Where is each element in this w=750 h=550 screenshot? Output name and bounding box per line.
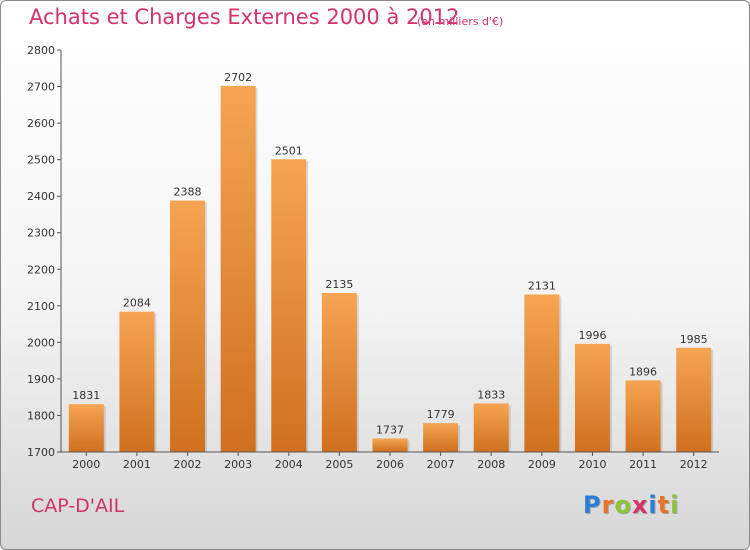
bar [119,311,155,452]
x-tick-label: 2003 [224,458,252,471]
logo-letter: i [670,491,680,519]
bar-value-label: 2131 [528,279,556,292]
y-tick-label: 2800 [27,44,55,57]
bar-value-label: 2702 [224,71,252,84]
proxiti-logo[interactable]: Proxiti [583,491,679,519]
bar-value-label: 2135 [325,278,353,291]
y-tick-label: 2300 [27,227,55,240]
x-tick-label: 2011 [629,458,657,471]
bar-value-label: 1985 [680,333,708,346]
y-tick-label: 2500 [27,154,55,167]
bar-value-label: 1779 [427,408,455,421]
y-tick-label: 2100 [27,300,55,313]
x-tick-label: 2001 [123,458,151,471]
y-tick-label: 2000 [27,336,55,349]
bar [524,294,560,452]
bar [372,438,408,452]
logo-letter: P [583,491,602,519]
bar [271,159,307,452]
bar-value-label: 1833 [477,388,505,401]
x-tick-label: 2008 [477,458,505,471]
x-tick-label: 2007 [427,458,455,471]
unit-note: (en milliers d'€) [417,15,504,28]
x-tick-label: 2002 [174,458,202,471]
x-tick-label: 2005 [325,458,353,471]
y-tick-label: 1800 [27,409,55,422]
bar [68,404,104,452]
bar [625,380,661,452]
bar [170,200,206,452]
x-tick-label: 2006 [376,458,404,471]
bar [220,85,256,452]
y-tick-label: 2400 [27,190,55,203]
bar-value-label: 1831 [72,389,100,402]
logo-letter: t [657,491,671,519]
logo-letter: o [614,491,632,519]
x-tick-label: 2010 [578,458,606,471]
x-tick-label: 2004 [275,458,303,471]
y-tick-label: 1900 [27,373,55,386]
bar [574,343,610,452]
y-tick-label: 2600 [27,117,55,130]
bar-value-label: 1737 [376,423,404,436]
bar-value-label: 1996 [578,329,606,342]
y-tick-label: 1700 [27,446,55,459]
bar-value-label: 2388 [174,186,202,199]
bar-value-label: 2501 [275,144,303,157]
logo-letter: r [601,491,615,519]
logo-letter: i [648,491,658,519]
x-tick-label: 2012 [680,458,708,471]
logo-letter: x [631,491,649,519]
x-tick-label: 2000 [72,458,100,471]
bar [676,347,712,452]
location-label: CAP-D'AIL [31,495,125,517]
bar [473,403,509,452]
bar [321,293,357,452]
y-tick-label: 2700 [27,81,55,94]
bar [423,423,459,452]
bars-layer: 1831 2084 2388 2702 2501 2135 1737 1779 1833 2131… [68,71,714,452]
bar-value-label: 2084 [123,297,151,310]
x-tick-label: 2009 [528,458,556,471]
axes-layer: 2000 2001 2002 2003 2004 2005 2006 2007 2008 2009… [27,44,719,471]
bar-value-label: 1896 [629,365,657,378]
y-tick-label: 2200 [27,263,55,276]
chart-title: Achats et Charges Externes 2000 à 2012 [29,5,460,29]
